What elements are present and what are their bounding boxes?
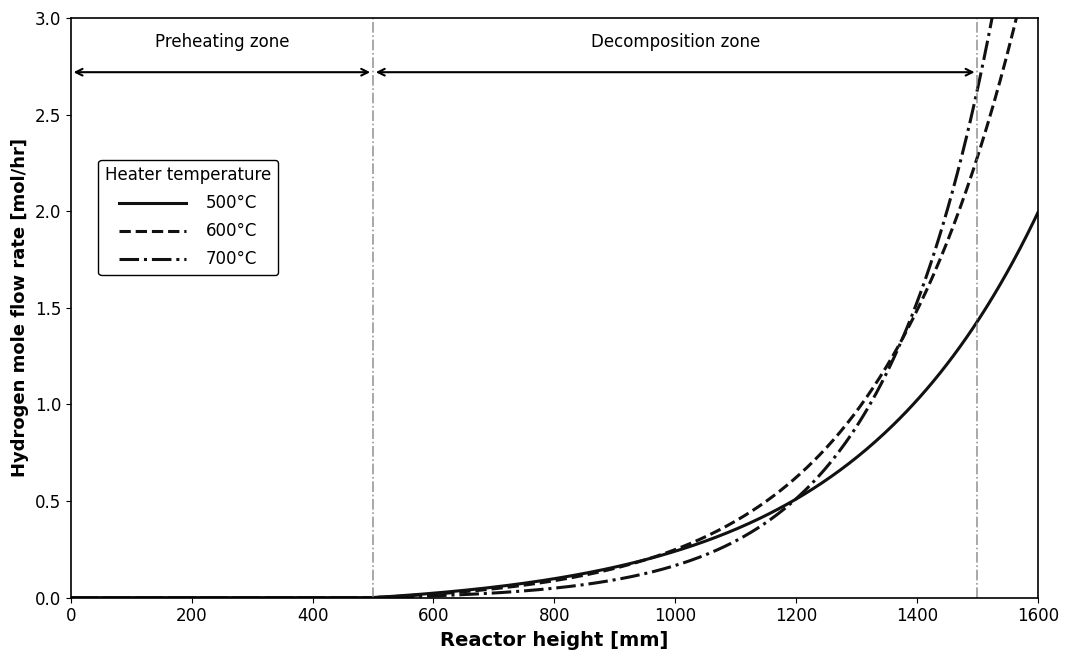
500°C [1031,209,1044,217]
500°C [64,594,77,602]
500°C [211,594,224,602]
600°C [211,594,224,602]
600°C [702,531,715,539]
Line: 700°C: 700°C [71,0,1038,598]
Line: 500°C: 500°C [71,213,1038,598]
700°C [491,589,504,597]
700°C [64,594,77,602]
700°C [428,592,441,600]
600°C [784,478,797,486]
600°C [495,584,508,592]
Text: Preheating zone: Preheating zone [155,33,289,51]
600°C [64,594,77,602]
700°C [782,501,795,509]
600°C [433,590,446,598]
700°C [208,594,220,602]
500°C [702,536,715,544]
X-axis label: Reactor height [mm]: Reactor height [mm] [440,631,669,650]
Legend: 500°C, 600°C, 700°C: 500°C, 600°C, 700°C [98,160,278,275]
500°C [789,496,801,504]
Text: Decomposition zone: Decomposition zone [591,33,760,51]
700°C [700,551,713,559]
Y-axis label: Hydrogen mole flow rate [mol/hr]: Hydrogen mole flow rate [mol/hr] [11,138,29,477]
500°C [433,589,446,597]
600°C [789,474,801,482]
700°C [786,497,799,505]
500°C [495,582,508,590]
Line: 600°C: 600°C [71,0,1038,598]
500°C [784,498,797,506]
